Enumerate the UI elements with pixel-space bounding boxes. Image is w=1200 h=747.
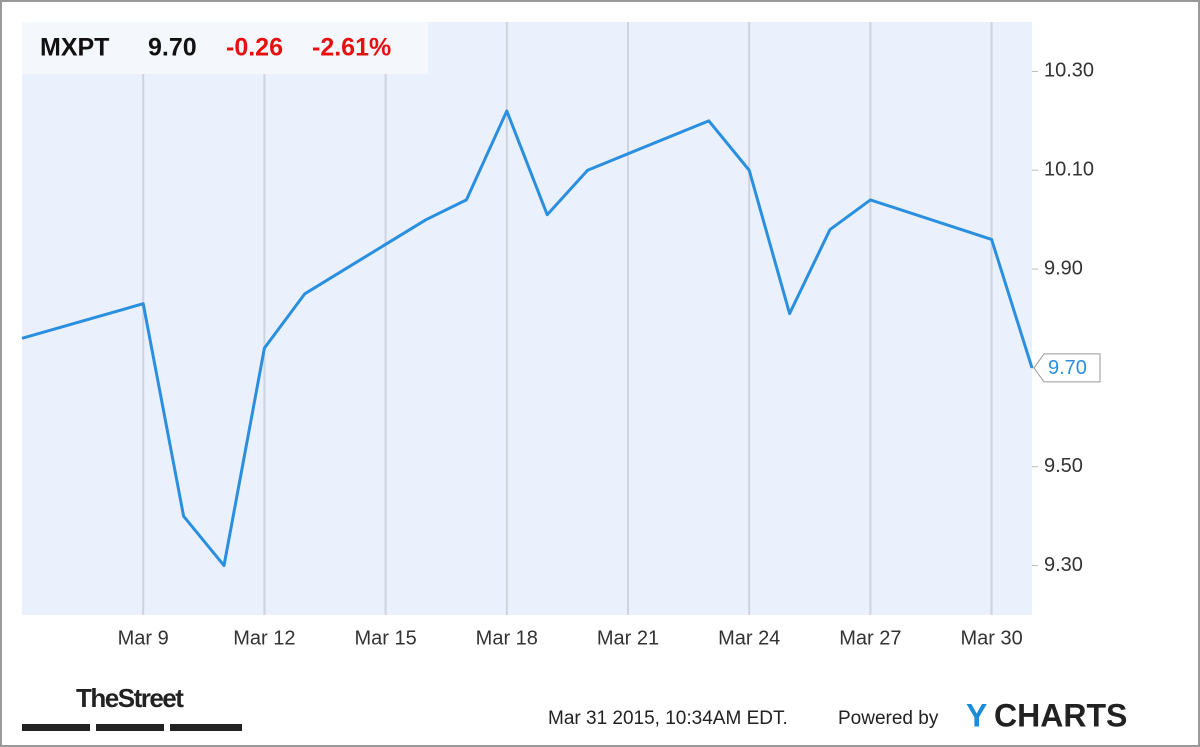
y-tick-label: 10.30 xyxy=(1044,60,1094,82)
x-tick-label: Mar 12 xyxy=(233,627,295,649)
brand-rest: CHARTS xyxy=(994,697,1127,733)
change-pct: -2.61% xyxy=(312,34,391,62)
brand-y: Y xyxy=(966,697,987,733)
timestamp: Mar 31 2015, 10:34AM EDT. xyxy=(548,708,788,729)
header-box xyxy=(22,22,428,74)
y-tick-label: 9.50 xyxy=(1044,455,1083,477)
x-tick-label: Mar 30 xyxy=(960,627,1022,649)
price: 9.70 xyxy=(148,34,197,62)
end-label: 9.70 xyxy=(1048,357,1087,379)
x-tick-label: Mar 18 xyxy=(476,627,538,649)
x-tick-label: Mar 21 xyxy=(597,627,659,649)
logo-bar xyxy=(22,724,90,731)
logo-bar xyxy=(170,724,242,731)
x-tick-label: Mar 27 xyxy=(839,627,901,649)
y-tick-label: 9.90 xyxy=(1044,257,1083,279)
logo-bar xyxy=(96,724,164,731)
change: -0.26 xyxy=(226,34,283,62)
y-tick-label: 10.10 xyxy=(1044,159,1094,181)
x-tick-label: Mar 15 xyxy=(354,627,416,649)
y-tick-label: 9.30 xyxy=(1044,554,1083,576)
powered-by: Powered by xyxy=(838,708,939,729)
price-line xyxy=(21,109,1034,568)
plot-area xyxy=(22,22,1032,615)
x-tick-label: Mar 9 xyxy=(118,627,169,649)
end-flag xyxy=(1033,353,1101,383)
grid xyxy=(142,22,993,615)
x-tick-label: Mar 24 xyxy=(718,627,780,649)
source-logo: TheStreet xyxy=(76,683,184,713)
ticker: MXPT xyxy=(40,34,109,62)
